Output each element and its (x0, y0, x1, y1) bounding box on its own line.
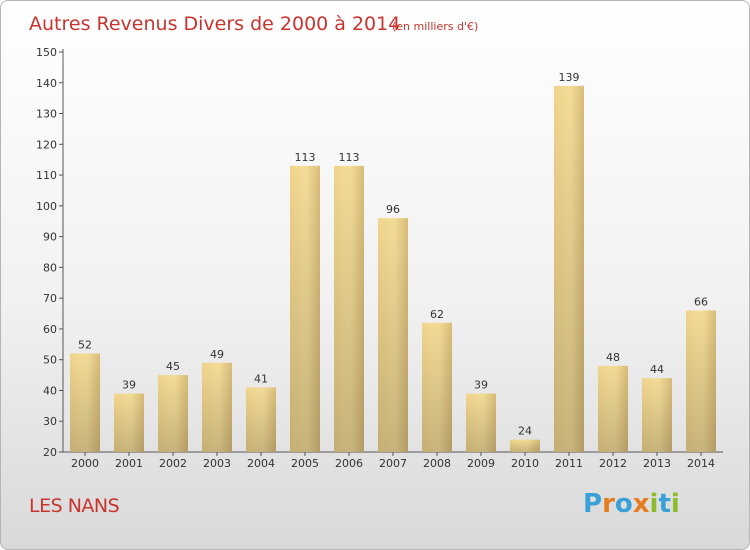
y-tick-label: 100 (36, 200, 57, 213)
bar-shade (334, 165, 364, 452)
x-tick-label: 2005 (291, 457, 319, 470)
value-label: 113 (339, 151, 360, 164)
bar-shade (510, 439, 540, 452)
x-tick-label: 2007 (379, 457, 407, 470)
value-labels-group: 52 39 45 49 41 113 113 96 62 39 24 139 48 44 66 (78, 71, 708, 438)
bar-shade (686, 310, 716, 452)
proxiti-logo: Proxiti (583, 489, 680, 519)
y-tick-label: 80 (43, 261, 57, 274)
chart-subtitle: (en milliers d'€) (392, 20, 478, 33)
value-label: 48 (606, 351, 620, 364)
bar-shade (202, 362, 232, 452)
x-tick-label: 2001 (115, 457, 143, 470)
y-tick-label: 50 (43, 354, 57, 367)
y-tick-label: 150 (36, 46, 57, 59)
bar-shade (70, 353, 100, 452)
value-label: 139 (559, 71, 580, 84)
bars-group (70, 85, 716, 452)
bar-shade (598, 365, 628, 452)
bar-shade (554, 85, 584, 452)
x-tick-label: 2000 (71, 457, 99, 470)
value-label: 24 (518, 425, 532, 438)
value-label: 52 (78, 339, 92, 352)
value-label: 66 (694, 295, 708, 308)
x-tick-label: 2006 (335, 457, 363, 470)
value-label: 113 (295, 151, 316, 164)
value-label: 45 (166, 360, 180, 373)
y-tick-label: 40 (43, 384, 57, 397)
y-tick-label: 70 (43, 292, 57, 305)
x-tick-label: 2012 (599, 457, 627, 470)
bar-shade (158, 375, 188, 452)
bar-shade (378, 218, 408, 452)
value-label: 41 (254, 372, 268, 385)
bar-shade (290, 165, 320, 452)
value-label: 44 (650, 363, 664, 376)
value-label: 96 (386, 203, 400, 216)
x-tick-label: 2003 (203, 457, 231, 470)
x-tick-label: 2011 (555, 457, 583, 470)
commune-name: LES NANS (29, 495, 120, 517)
y-tick-label: 120 (36, 138, 57, 151)
bar-shade (422, 322, 452, 452)
value-label: 39 (474, 379, 488, 392)
y-tick-label: 30 (43, 415, 57, 428)
bar-shade (114, 393, 144, 452)
x-tick-label: 2010 (511, 457, 539, 470)
bar-shade (246, 387, 276, 452)
chart-axes: 20 30 40 50 60 70 80 90 100 110 120 130 140 150 2000 20… (36, 46, 723, 470)
y-tick-label: 140 (36, 77, 57, 90)
x-tick-label: 2004 (247, 457, 275, 470)
y-tick-label: 20 (43, 446, 57, 459)
x-tick-label: 2009 (467, 457, 495, 470)
x-tick-label: 2002 (159, 457, 187, 470)
x-tick-label: 2013 (643, 457, 671, 470)
y-tick-label: 60 (43, 323, 57, 336)
y-tick-label: 130 (36, 108, 57, 121)
y-tick-label: 90 (43, 231, 57, 244)
bar-shade (466, 393, 496, 452)
value-label: 49 (210, 348, 224, 361)
bar-shade (642, 378, 672, 452)
chart-title: Autres Revenus Divers de 2000 à 2014 (29, 13, 400, 35)
x-tick-label: 2008 (423, 457, 451, 470)
y-tick-label: 110 (36, 169, 57, 182)
x-tick-label: 2014 (687, 457, 715, 470)
value-label: 62 (430, 308, 444, 321)
value-label: 39 (122, 379, 136, 392)
